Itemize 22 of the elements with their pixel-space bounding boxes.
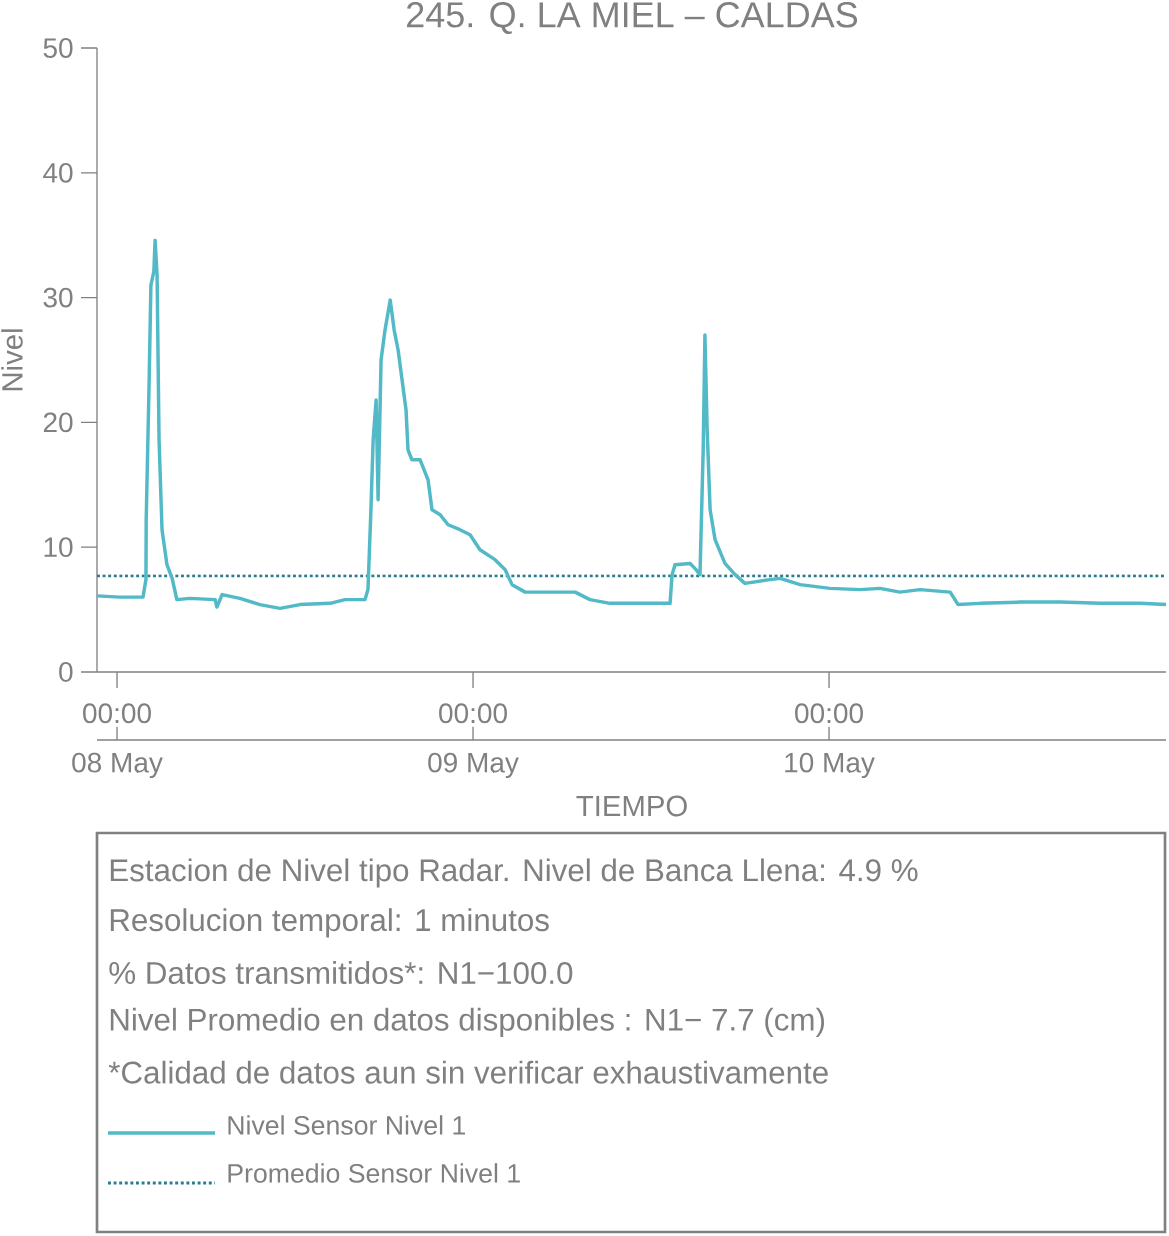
y-tick-label: 20 [43, 412, 73, 433]
text: Nivel Promedio en datos disponibles : N1− 7.7 (cm) [110, 1007, 825, 1037]
x2-tick-label: 08 May [72, 752, 163, 779]
legend-label: Nivel Sensor Nivel 1 [228, 1115, 465, 1135]
y-tick-label: 10 [44, 537, 73, 558]
y-tick-label: 40 [43, 162, 73, 183]
text: Estacion de Nivel tipo Radar. Nivel de Banca Llena: 4.9 % [110, 858, 918, 888]
text: Resolucion temporal: 1 minutos [110, 908, 549, 938]
chart-title: 245. Q. LA MIEL – CALDAS [407, 2, 858, 34]
x-tick-label: 00:00 [83, 703, 151, 724]
y-tick-label: 50 [43, 38, 73, 58]
x-axis-title: TIEMPO [576, 795, 687, 817]
y-tick-label: 30 [43, 287, 73, 308]
x2-tick-label: 09 May [428, 752, 519, 779]
legend-label: Promedio Sensor Nivel 1 [228, 1163, 520, 1183]
x-tick-label: 00:00 [439, 703, 507, 724]
text: % Datos transmitidos*: N1−100.0 [109, 961, 573, 985]
text: *Calidad de datos aun sin verificar exhaustivamente [108, 1060, 828, 1084]
x2-tick-label: 10 May [785, 752, 875, 779]
x-tick-label: 00:00 [795, 703, 863, 724]
y-axis-title: Nivel [1, 329, 23, 391]
y-tick-label: 0 [59, 662, 73, 682]
